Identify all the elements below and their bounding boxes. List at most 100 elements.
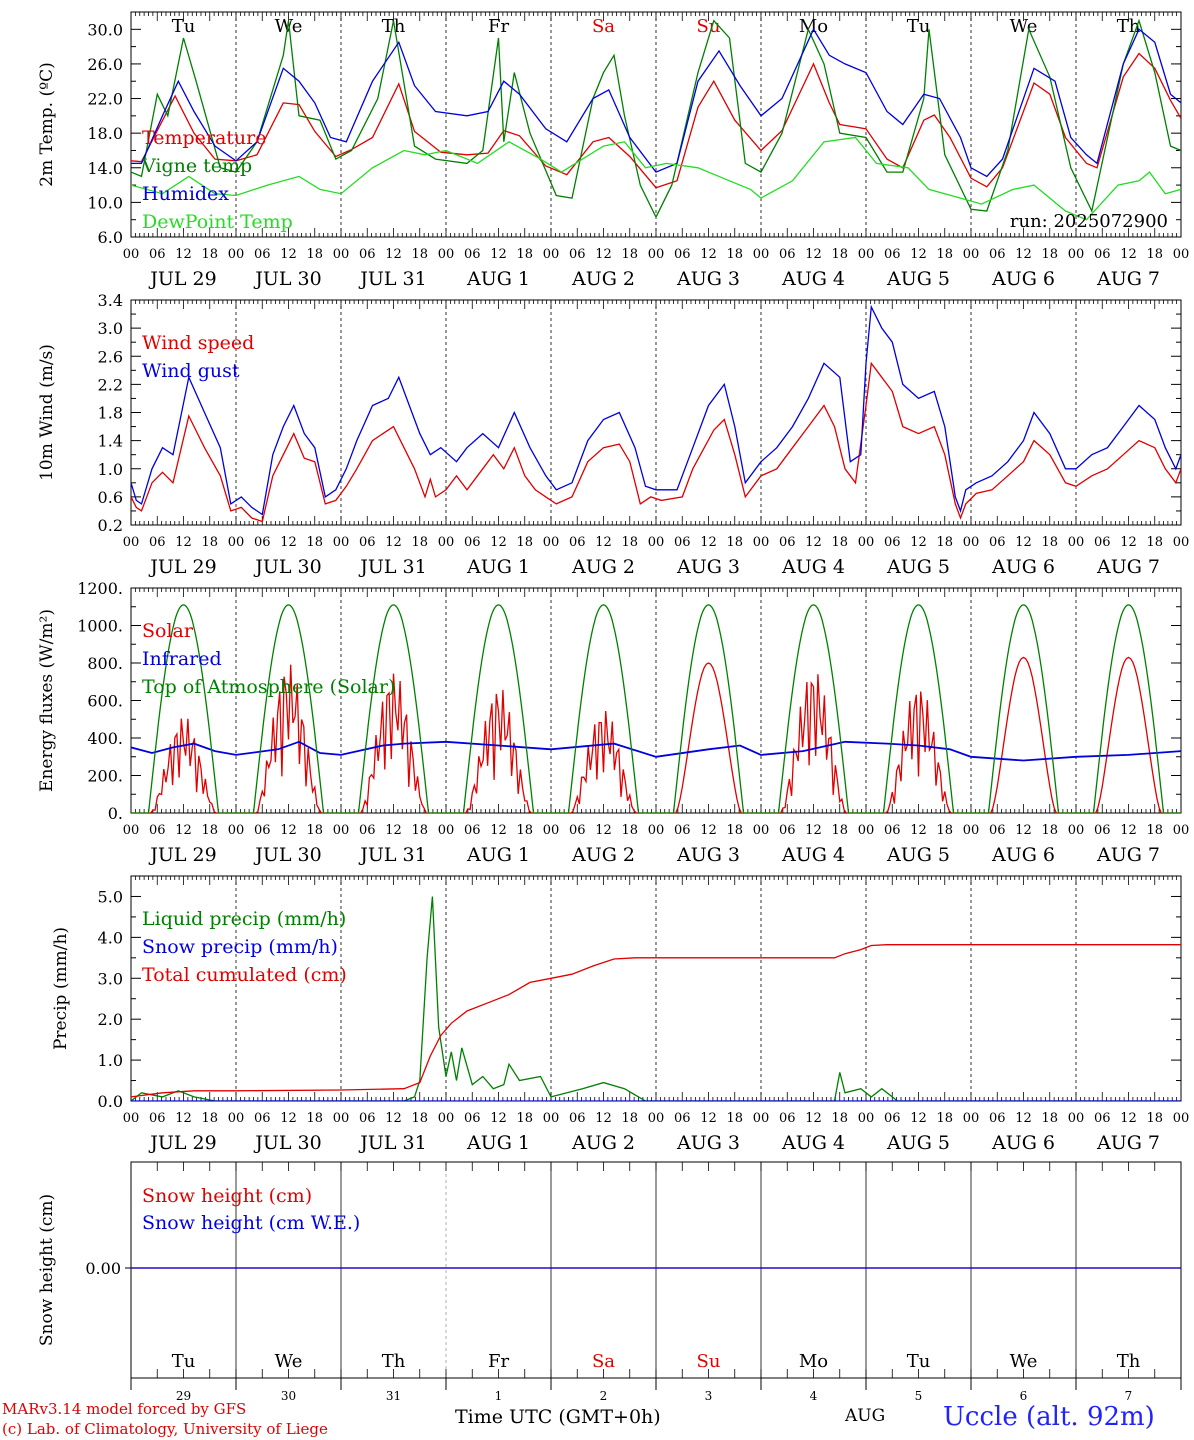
hour-tick-label: 12 (280, 823, 297, 838)
series-line-dewpoint-temp (131, 136, 1181, 221)
hour-tick-label: 06 (464, 1111, 481, 1126)
day-label: JUL 30 (253, 1132, 321, 1154)
y-tick-label: 0. (108, 804, 123, 823)
hour-tick-label: 12 (700, 1111, 717, 1126)
day-label: JUL 30 (253, 844, 321, 866)
y-axis-label: 2m Temp. (ºC) (37, 62, 57, 187)
hour-tick-label: 12 (805, 535, 822, 550)
lab-credit: (c) Lab. of Climatology, University of L… (2, 1420, 328, 1438)
hour-tick-label: 00 (123, 535, 140, 550)
y-tick-label: 2.6 (98, 347, 123, 366)
hour-tick-label: 12 (490, 1111, 507, 1126)
hour-tick-label: 12 (280, 247, 297, 262)
hour-tick-label: 06 (989, 535, 1006, 550)
day-label: AUG 1 (466, 844, 530, 866)
hour-tick-label: 18 (411, 823, 428, 838)
day-label: AUG 3 (676, 1132, 740, 1154)
hour-tick-label: 18 (306, 535, 323, 550)
hour-tick-label: 06 (674, 823, 691, 838)
day-label: AUG 1 (466, 1132, 530, 1154)
hour-tick-label: 12 (595, 247, 612, 262)
hour-tick-label: 06 (149, 247, 166, 262)
day-label: AUG 7 (1096, 556, 1160, 578)
weekday-label: We (275, 1351, 303, 1372)
y-axis-label: Precip (mm/h) (51, 927, 71, 1050)
weekday-label: Sa (592, 1351, 615, 1372)
month-label: AUG (845, 1406, 886, 1426)
hour-tick-label: 18 (306, 247, 323, 262)
y-axis-label: Snow height (cm) (37, 1194, 57, 1346)
day-label: AUG 4 (781, 1132, 845, 1154)
hour-tick-label: 06 (254, 535, 271, 550)
legend-entry: Snow height (cm) (142, 1185, 312, 1207)
day-label: AUG 4 (781, 556, 845, 578)
hour-tick-label: 18 (726, 823, 743, 838)
date-number: 29 (176, 1389, 191, 1403)
hour-tick-label: 00 (333, 535, 350, 550)
y-tick-label: 18.0 (87, 124, 123, 143)
run-label: run: 2025072900 (1010, 211, 1168, 232)
series-line-vigne-temp (131, 18, 1181, 219)
hour-tick-label: 12 (1120, 535, 1137, 550)
hour-tick-label: 06 (1094, 247, 1111, 262)
hour-tick-label: 06 (1094, 1111, 1111, 1126)
hour-tick-label: 00 (648, 535, 665, 550)
weekday-label: Su (697, 1351, 721, 1372)
hour-tick-label: 12 (175, 823, 192, 838)
hour-tick-label: 18 (831, 247, 848, 262)
panel-energy: 0. 200. 400. 600. 800. 1000. 1200. Energy fluxe… (37, 579, 1189, 866)
hour-tick-label: 00 (753, 247, 770, 262)
hour-tick-label: 12 (280, 535, 297, 550)
hour-tick-label: 18 (411, 247, 428, 262)
hour-tick-label: 12 (280, 1111, 297, 1126)
weekday-label: Fr (488, 1351, 509, 1372)
hour-tick-label: 12 (1120, 823, 1137, 838)
hour-tick-label: 00 (228, 823, 245, 838)
weekday-label: Su (697, 16, 721, 37)
hour-tick-label: 12 (805, 1111, 822, 1126)
hour-tick-label: 00 (753, 823, 770, 838)
y-tick-label: 22.0 (87, 90, 123, 109)
weekday-label: Sa (592, 16, 615, 37)
date-number: 5 (915, 1389, 923, 1403)
hour-tick-label: 06 (1094, 535, 1111, 550)
hour-tick-label: 12 (175, 535, 192, 550)
legend-entry: Temperature (142, 127, 266, 149)
day-label: AUG 2 (571, 556, 635, 578)
y-tick-label: 1.4 (98, 432, 123, 451)
hour-tick-label: 06 (569, 1111, 586, 1126)
hour-tick-label: 12 (385, 247, 402, 262)
hour-tick-label: 12 (490, 535, 507, 550)
date-number: 6 (1020, 1389, 1028, 1403)
hour-tick-label: 00 (1068, 535, 1085, 550)
hour-tick-label: 00 (1068, 1111, 1085, 1126)
legend-entry: Humidex (142, 183, 229, 205)
hour-tick-label: 12 (1015, 535, 1032, 550)
y-tick-label: 2.0 (98, 1010, 123, 1029)
weekday-label: Th (382, 16, 406, 37)
series-line-liquid-precip-mm-h- (131, 896, 1181, 1101)
day-label: AUG 7 (1096, 268, 1160, 290)
series-group (131, 896, 1181, 1101)
hour-tick-label: 06 (779, 247, 796, 262)
weekday-label: Mo (799, 16, 828, 37)
y-tick-label: 3.0 (98, 319, 123, 338)
series-line-temperature (131, 52, 1181, 189)
day-label: JUL 29 (148, 844, 216, 866)
day-label: AUG 5 (886, 844, 950, 866)
hour-tick-label: 12 (700, 535, 717, 550)
hour-tick-label: 00 (438, 1111, 455, 1126)
y-tick-label: 2.2 (98, 375, 123, 394)
hour-tick-label: 06 (989, 823, 1006, 838)
hour-tick-label: 00 (1068, 247, 1085, 262)
day-label: AUG 5 (886, 1132, 950, 1154)
hour-tick-label: 18 (306, 1111, 323, 1126)
hour-tick-label: 00 (963, 535, 980, 550)
hour-tick-label: 06 (464, 823, 481, 838)
hour-tick-label: 18 (1041, 823, 1058, 838)
day-label: AUG 6 (991, 268, 1055, 290)
hour-tick-label: 18 (516, 823, 533, 838)
hour-tick-label: 12 (490, 247, 507, 262)
y-tick-label: 0.2 (98, 516, 123, 535)
